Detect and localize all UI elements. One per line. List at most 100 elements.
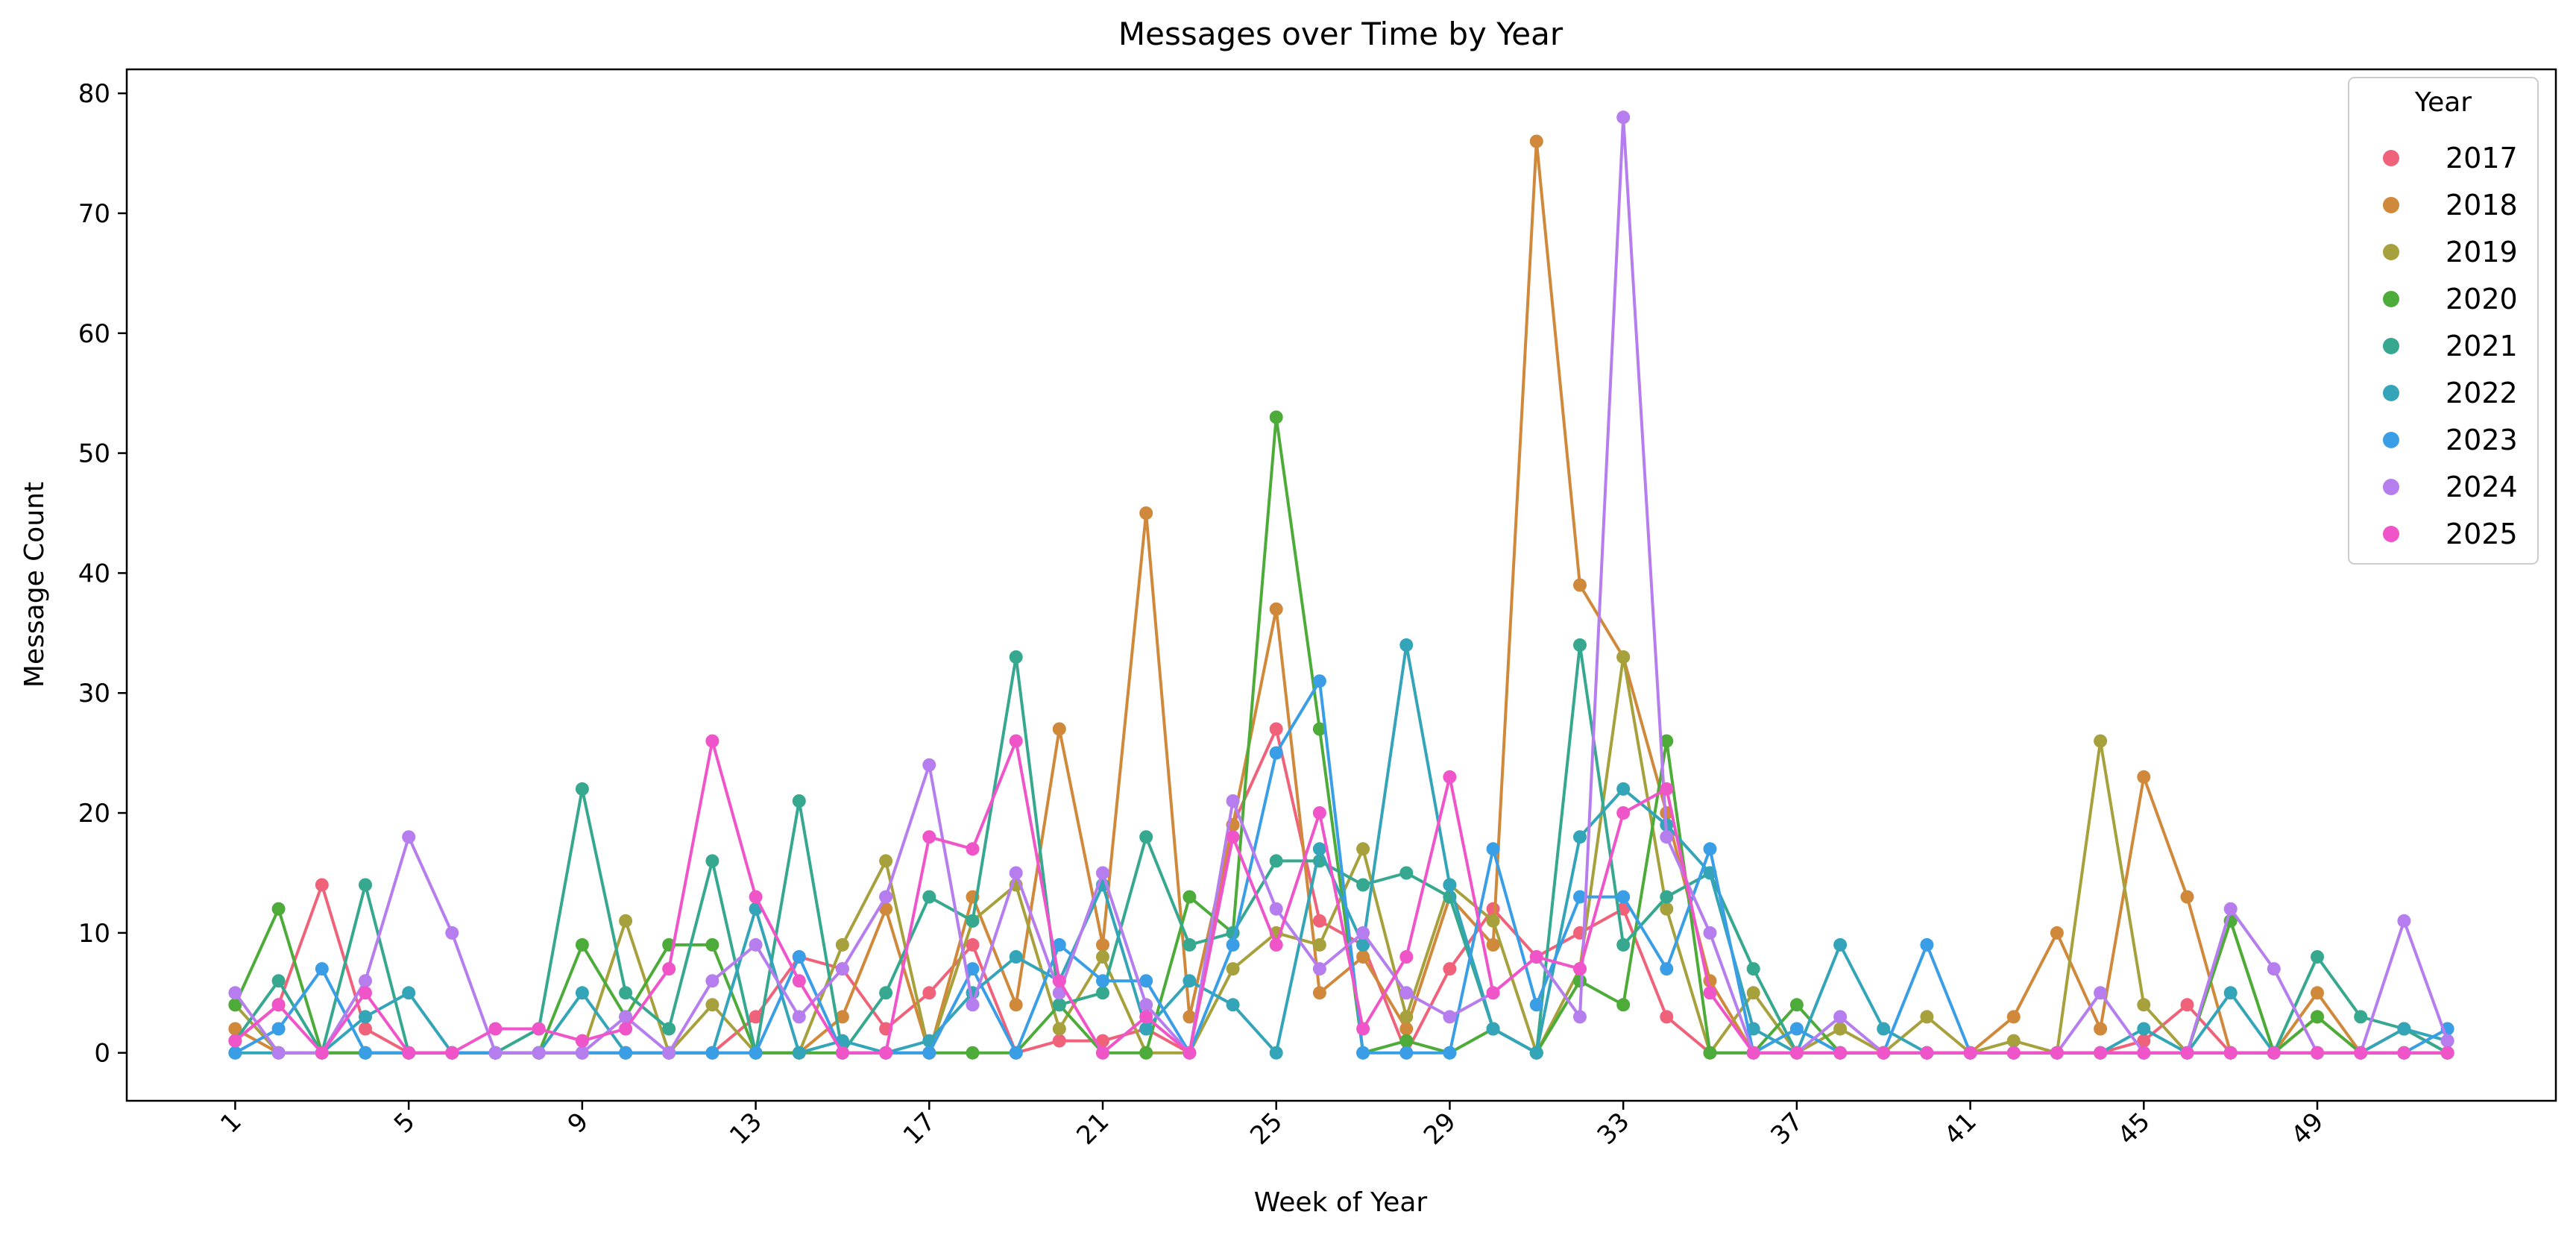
data-point-2021 (1660, 890, 1674, 904)
data-point-2025 (2223, 1046, 2238, 1060)
data-point-2018 (1096, 937, 1109, 952)
data-point-2023 (315, 962, 329, 976)
legend-entry-2024: 2024 (2446, 471, 2518, 503)
data-point-2024 (966, 998, 980, 1012)
data-point-2021 (879, 986, 893, 1000)
data-point-2022 (1399, 638, 1414, 652)
data-point-2025 (619, 1022, 633, 1036)
data-point-2018 (835, 1010, 849, 1024)
data-point-2024 (402, 830, 416, 844)
data-point-2023 (1920, 937, 1934, 952)
data-point-2023 (1226, 937, 1240, 952)
data-point-2021 (792, 794, 806, 808)
data-point-2020 (705, 937, 719, 952)
data-point-2019 (835, 937, 849, 952)
data-point-2023 (749, 1046, 763, 1060)
legend-entry-2021: 2021 (2446, 330, 2518, 362)
data-point-2024 (228, 986, 242, 1000)
data-point-2025 (1573, 962, 1587, 976)
data-point-2023 (1529, 998, 1543, 1012)
data-point-2024 (2267, 962, 2281, 976)
y-tick-label: 50 (78, 439, 110, 469)
data-point-2017 (359, 1022, 372, 1036)
data-point-2024 (1833, 1010, 1848, 1024)
data-point-2021 (1009, 650, 1023, 664)
data-point-2019 (2137, 998, 2151, 1012)
data-point-2019 (1226, 962, 1240, 976)
data-point-2021 (619, 986, 633, 1000)
series-2025 (228, 734, 2454, 1060)
data-point-2025 (532, 1022, 546, 1036)
data-point-2019 (2094, 734, 2108, 748)
data-point-2025 (2440, 1046, 2454, 1060)
data-point-2017 (1096, 1034, 1109, 1048)
legend-marker-2017 (2383, 150, 2399, 166)
data-point-2025 (792, 974, 806, 988)
data-point-2022 (1573, 830, 1587, 844)
data-point-2022 (1009, 950, 1023, 964)
data-point-2017 (1052, 1034, 1066, 1048)
data-point-2024 (922, 758, 936, 772)
data-point-2025 (705, 734, 719, 748)
data-point-2019 (619, 914, 633, 928)
legend-entry-2017: 2017 (2446, 142, 2518, 175)
data-point-2022 (2397, 1022, 2411, 1036)
data-point-2017 (315, 878, 329, 892)
legend-entry-2025: 2025 (2446, 518, 2518, 550)
data-point-2024 (749, 937, 763, 952)
data-point-2020 (1573, 974, 1587, 988)
data-point-2018 (1182, 1010, 1197, 1024)
y-tick-label: 10 (78, 919, 110, 949)
legend-title: Year (2414, 87, 2472, 118)
data-point-2020 (575, 937, 589, 952)
data-point-2025 (1269, 937, 1283, 952)
data-point-2023 (1443, 1046, 1457, 1060)
data-point-2025 (1399, 950, 1414, 964)
data-point-2017 (1660, 1010, 1674, 1024)
y-tick-label: 70 (78, 199, 110, 229)
data-point-2023 (1139, 974, 1153, 988)
data-point-2018 (879, 902, 893, 916)
data-point-2020 (1312, 722, 1326, 736)
data-point-2018 (1356, 950, 1370, 964)
data-point-2018 (1312, 986, 1326, 1000)
data-point-2024 (1573, 1010, 1587, 1024)
data-point-2019 (1746, 986, 1760, 1000)
data-point-2025 (1312, 806, 1326, 820)
data-point-2025 (1052, 974, 1066, 988)
data-point-2019 (1660, 902, 1674, 916)
data-point-2017 (749, 1010, 763, 1024)
data-point-2024 (705, 974, 719, 988)
data-point-2024 (1052, 986, 1066, 1000)
data-point-2024 (1139, 998, 1153, 1012)
data-point-2025 (1703, 986, 1717, 1000)
y-tick-label: 20 (78, 799, 110, 829)
data-point-2022 (1269, 1046, 1283, 1060)
data-point-2021 (1573, 638, 1587, 652)
data-point-2022 (1529, 1046, 1543, 1060)
data-point-2023 (1399, 1046, 1414, 1060)
y-axis-label: Message Count (19, 482, 50, 688)
data-point-2025 (749, 890, 763, 904)
legend: Year 2017 2018 2019 2020 2021 2022 2023 2024 2025 (2348, 77, 2539, 565)
data-point-2025 (1746, 1046, 1760, 1060)
data-point-2020 (1182, 890, 1197, 904)
data-point-2017 (2180, 998, 2194, 1012)
data-point-2025 (1789, 1046, 1804, 1060)
data-point-2020 (1616, 998, 1631, 1012)
data-point-2021 (2311, 950, 2324, 964)
y-tick-label: 0 (94, 1039, 110, 1069)
data-point-2021 (359, 878, 372, 892)
data-point-2021 (1096, 986, 1109, 1000)
data-point-2025 (1529, 950, 1543, 964)
data-point-2023 (359, 1046, 372, 1060)
data-point-2023 (228, 1046, 242, 1060)
y-tick-label: 80 (78, 79, 110, 109)
data-point-2025 (1660, 782, 1674, 796)
data-point-2017 (922, 986, 936, 1000)
data-point-2023 (1660, 962, 1674, 976)
data-point-2019 (1356, 842, 1370, 856)
data-point-2022 (1616, 782, 1631, 796)
data-point-2018 (2180, 890, 2194, 904)
plot-frame (125, 68, 2557, 1102)
